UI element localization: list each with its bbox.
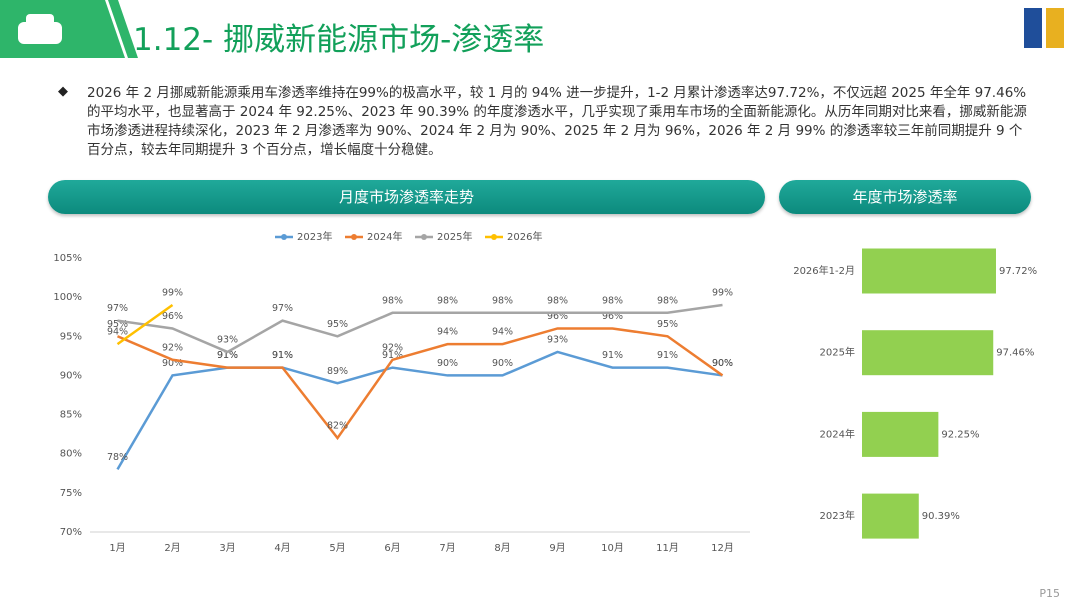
data-label: 94%: [107, 327, 128, 338]
data-label: 82%: [327, 421, 348, 432]
x-tick-label: 12月: [711, 542, 734, 554]
data-label: 92%: [382, 342, 403, 353]
x-tick-label: 8月: [494, 542, 510, 554]
data-label: 93%: [217, 334, 238, 345]
data-label: 93%: [547, 334, 568, 345]
data-label: 97%: [107, 303, 128, 314]
data-label: 96%: [602, 311, 623, 322]
data-label: 97.46%: [996, 348, 1034, 359]
bar: [862, 248, 996, 294]
page-number: P15: [1039, 587, 1060, 600]
series-line: [117, 303, 723, 354]
car-icon: [18, 22, 62, 44]
data-label: 90%: [712, 358, 733, 369]
section-header: 月度市场渗透率走势: [48, 180, 765, 214]
data-label: 92%: [162, 342, 183, 353]
data-label: 97.72%: [999, 266, 1037, 277]
data-label: 98%: [437, 295, 458, 306]
title: 1.12- 挪威新能源市场-渗透率: [133, 22, 545, 58]
x-tick-label: 3月: [219, 542, 235, 554]
data-label: 98%: [382, 295, 403, 306]
x-tick-label: 1月: [109, 542, 125, 554]
data-label: 92.25%: [941, 429, 979, 440]
y-tick-label: 70%: [60, 527, 82, 538]
series-line: [116, 350, 723, 471]
y-tick-label: 105%: [53, 253, 82, 264]
summary: 2026 年 2 月挪威新能源乘用车渗透率维持在99%的极高水平，较 1 月的 …: [87, 85, 1027, 158]
y-tick-label: 85%: [60, 410, 82, 421]
x-tick-label: 2月: [164, 542, 180, 554]
data-label: 90%: [437, 358, 458, 369]
y-tick-label: 2024年: [820, 427, 855, 440]
bar: [862, 493, 919, 539]
data-label: 90.39%: [922, 511, 960, 522]
data-label: 99%: [712, 287, 733, 298]
bullet: ◆: [58, 84, 68, 99]
y-tick-label: 2025年: [820, 346, 855, 359]
legend-swatch: [281, 234, 287, 240]
x-tick-label: 10月: [601, 542, 624, 554]
data-label: 91%: [382, 350, 403, 361]
data-label: 95%: [327, 319, 348, 330]
data-label: 94%: [437, 327, 458, 338]
data-label: 98%: [492, 295, 513, 306]
legend-swatch: [351, 234, 357, 240]
data-label: 90%: [492, 358, 513, 369]
header-stripe: [108, 0, 138, 58]
y-tick-label: 75%: [60, 488, 82, 499]
data-label: 91%: [272, 350, 293, 361]
data-label: 91%: [657, 350, 678, 361]
legend-swatch: [491, 234, 497, 240]
x-tick-label: 11月: [656, 542, 679, 554]
y-tick-label: 80%: [60, 449, 82, 460]
data-label: 78%: [107, 452, 128, 463]
x-tick-label: 4月: [274, 542, 290, 554]
y-tick-label: 90%: [60, 370, 82, 381]
data-label: 96%: [162, 311, 183, 322]
data-label: 90%: [162, 358, 183, 369]
data-label: 98%: [657, 295, 678, 306]
y-tick-label: 100%: [53, 292, 82, 303]
legend-swatch: [421, 234, 427, 240]
legend-label: 2025年: [437, 230, 472, 243]
y-tick-label: 2023年: [820, 509, 855, 522]
logo: [1046, 8, 1064, 48]
bar: [862, 330, 994, 376]
data-label: 97%: [272, 303, 293, 314]
data-label: 98%: [602, 295, 623, 306]
logo: [1024, 8, 1042, 48]
data-label: 98%: [547, 295, 568, 306]
data-label: 99%: [162, 287, 183, 298]
legend-label: 2026年: [507, 230, 542, 243]
legend-label: 2023年: [297, 230, 332, 243]
x-tick-label: 5月: [329, 542, 345, 554]
data-label: 96%: [547, 311, 568, 322]
data-label: 89%: [327, 366, 348, 377]
x-tick-label: 6月: [384, 542, 400, 554]
data-label: 91%: [217, 350, 238, 361]
section-header: 年度市场渗透率: [779, 180, 1031, 214]
data-label: 91%: [272, 350, 293, 361]
y-tick-label: 95%: [60, 331, 82, 342]
data-label: 94%: [492, 327, 513, 338]
data-label: 95%: [657, 319, 678, 330]
bar: [862, 411, 939, 457]
car-icon-top: [26, 14, 54, 26]
y-tick-label: 2026年1-2月: [793, 264, 855, 277]
x-tick-label: 7月: [439, 542, 455, 554]
data-label: 95%: [107, 319, 128, 330]
series-line: [117, 327, 724, 441]
data-label: 91%: [217, 350, 238, 361]
data-label: 90%: [712, 358, 733, 369]
series-line: [116, 303, 174, 346]
data-label: 91%: [602, 350, 623, 361]
legend-label: 2024年: [367, 230, 402, 243]
x-tick-label: 9月: [549, 542, 565, 554]
